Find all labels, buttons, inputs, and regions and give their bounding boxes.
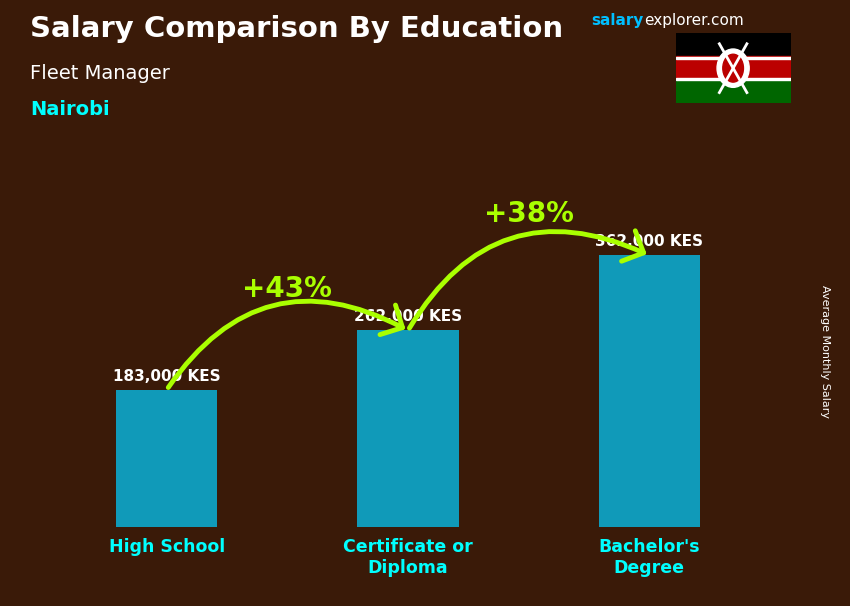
Bar <box>598 255 700 527</box>
Text: explorer.com: explorer.com <box>644 13 744 28</box>
Bar <box>676 33 790 57</box>
Text: +43%: +43% <box>242 275 332 303</box>
Bar <box>676 79 790 103</box>
Ellipse shape <box>722 55 744 82</box>
Text: Salary Comparison By Education: Salary Comparison By Education <box>30 15 563 43</box>
Text: Nairobi: Nairobi <box>30 100 110 119</box>
FancyArrowPatch shape <box>168 301 403 387</box>
Text: +38%: +38% <box>484 200 574 228</box>
Bar <box>357 330 459 527</box>
Text: salary: salary <box>591 13 643 28</box>
Bar <box>676 78 790 79</box>
FancyArrowPatch shape <box>410 231 643 328</box>
Text: 362,000 KES: 362,000 KES <box>595 235 703 250</box>
Text: Fleet Manager: Fleet Manager <box>30 64 170 82</box>
Text: 183,000 KES: 183,000 KES <box>113 369 220 384</box>
Text: Average Monthly Salary: Average Monthly Salary <box>820 285 830 418</box>
Bar <box>676 57 790 59</box>
Bar <box>116 390 218 527</box>
Ellipse shape <box>717 49 749 87</box>
Text: 262,000 KES: 262,000 KES <box>354 310 462 324</box>
Bar <box>676 56 790 80</box>
